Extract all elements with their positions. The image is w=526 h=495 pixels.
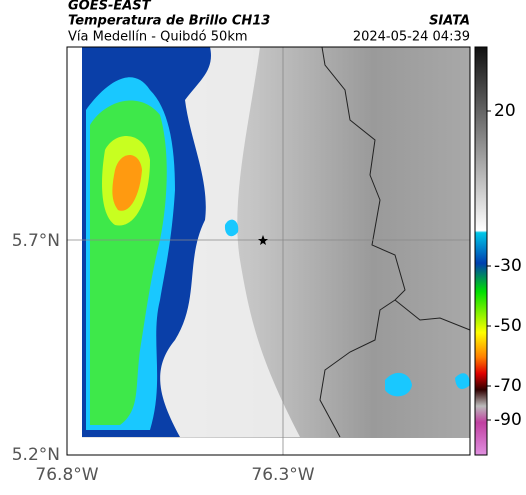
lat-label: 5.2°N xyxy=(12,445,60,465)
colorbar-tick-label: -50 xyxy=(494,316,522,336)
route: Vía Medellín - Quibdó 50km xyxy=(68,30,248,45)
colorbar-tick-label: -70 xyxy=(494,376,522,396)
org: SIATA xyxy=(429,14,470,29)
colorbar-ticks: 20 -30 -50 -70 -90 xyxy=(487,101,522,430)
datetime: 2024-05-24 04:39 xyxy=(353,30,470,45)
colorbar xyxy=(474,46,488,456)
lon-label: 76.3°W xyxy=(251,465,314,485)
colorbar-tick-label: -90 xyxy=(494,410,522,430)
colorbar-tick-label: 20 xyxy=(494,101,516,121)
source: GOES-EAST xyxy=(68,0,152,14)
lon-label: 76.8°W xyxy=(35,465,98,485)
lat-label: 5.7°N xyxy=(12,231,60,251)
colorbar-tick-label: -30 xyxy=(494,256,522,276)
product: Temperatura de Brillo CH13 xyxy=(68,14,270,29)
map-area xyxy=(66,46,471,456)
